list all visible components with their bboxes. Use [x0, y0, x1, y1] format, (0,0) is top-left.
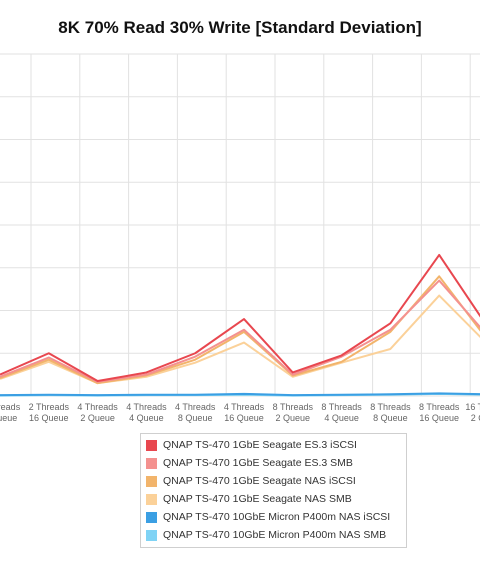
- legend-item[interactable]: QNAP TS-470 10GbE Micron P400m NAS SMB: [141, 526, 406, 544]
- legend-swatch: [146, 475, 157, 487]
- series-line: [0, 253, 480, 383]
- x-tick-label: 8 Threads 8 Queue: [370, 402, 411, 423]
- series-line: [0, 279, 480, 383]
- legend-label: QNAP TS-470 1GbE Seagate ES.3 iSCSI: [163, 439, 357, 451]
- x-tick-label: 2 Threads 16 Queue: [29, 402, 70, 423]
- legend: QNAP TS-470 1GbE Seagate ES.3 iSCSI QNAP …: [140, 433, 407, 548]
- legend-swatch: [146, 529, 157, 541]
- x-tick-label: 8 Threads 16 Queue: [419, 402, 460, 423]
- series-line: [0, 392, 480, 397]
- x-tick-label: 4 Threads 8 Queue: [175, 402, 216, 423]
- legend-item[interactable]: QNAP TS-470 1GbE Seagate NAS iSCSI: [141, 472, 406, 490]
- x-tick-label: 4 Threads 16 Queue: [224, 402, 265, 423]
- legend-item[interactable]: QNAP TS-470 1GbE Seagate ES.3 iSCSI: [141, 436, 406, 454]
- legend-swatch: [146, 439, 157, 451]
- x-tick-label: 8 Threads 2 Queue: [273, 402, 314, 423]
- legend-swatch: [146, 457, 157, 469]
- x-tick-label: 4 Threads 4 Queue: [126, 402, 167, 423]
- legend-swatch: [146, 511, 157, 523]
- series-lines: [0, 253, 480, 397]
- legend-label: QNAP TS-470 1GbE Seagate NAS iSCSI: [163, 475, 356, 487]
- x-tick-label: 8 Threads 4 Queue: [321, 402, 362, 423]
- legend-swatch: [146, 493, 157, 505]
- chart-title: 8K 70% Read 30% Write [Standard Deviatio…: [58, 18, 422, 37]
- legend-label: QNAP TS-470 1GbE Seagate ES.3 SMB: [163, 457, 353, 469]
- legend-item[interactable]: QNAP TS-470 1GbE Seagate NAS SMB: [141, 490, 406, 508]
- legend-label: QNAP TS-470 10GbE Micron P400m NAS iSCSI: [163, 511, 391, 523]
- legend-item[interactable]: QNAP TS-470 1GbE Seagate ES.3 SMB: [141, 454, 406, 472]
- legend-item[interactable]: QNAP TS-470 10GbE Micron P400m NAS iSCSI: [141, 508, 406, 526]
- x-tick-label: 4 Threads 2 Queue: [77, 402, 118, 423]
- legend-label: QNAP TS-470 1GbE Seagate NAS SMB: [163, 493, 352, 505]
- legend-label: QNAP TS-470 10GbE Micron P400m NAS SMB: [163, 529, 387, 541]
